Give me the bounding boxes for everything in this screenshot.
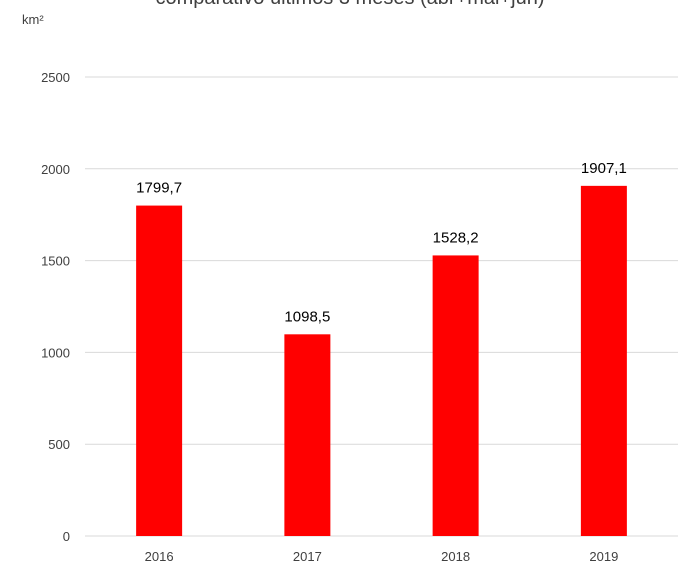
bars [136, 185, 627, 536]
y-tick-label: 1500 [41, 254, 70, 269]
y-tick-label: 500 [48, 437, 70, 452]
bar-2018 [432, 255, 479, 536]
data-label-2018: 1528,2 [433, 229, 479, 246]
data-label-2016: 1799,7 [136, 180, 182, 197]
chart-title: comparativo últimos 3 meses (abr+mai+jun… [155, 0, 544, 9]
x-tick-label: 2016 [145, 549, 174, 564]
y-axis-unit-label: km² [22, 12, 44, 27]
x-axis-ticks: 2016 2017 2018 2019 [145, 549, 619, 564]
data-labels: 1799,7 1098,5 1528,2 1907,1 [136, 160, 627, 325]
bar-2017 [284, 334, 331, 536]
x-tick-label: 2018 [441, 549, 470, 564]
y-tick-label: 2500 [41, 70, 70, 85]
bar-2019 [580, 185, 627, 536]
data-label-2019: 1907,1 [581, 160, 627, 177]
bar-2016 [136, 205, 183, 536]
x-tick-label: 2019 [589, 549, 618, 564]
x-tick-label: 2017 [293, 549, 322, 564]
y-tick-label: 1000 [41, 345, 70, 360]
data-label-2017: 1098,5 [284, 308, 330, 325]
gridlines [85, 76, 678, 537]
y-axis-ticks: 0 500 1000 1500 2000 2500 [41, 70, 70, 544]
y-tick-label: 0 [63, 529, 70, 544]
y-tick-label: 2000 [41, 162, 70, 177]
